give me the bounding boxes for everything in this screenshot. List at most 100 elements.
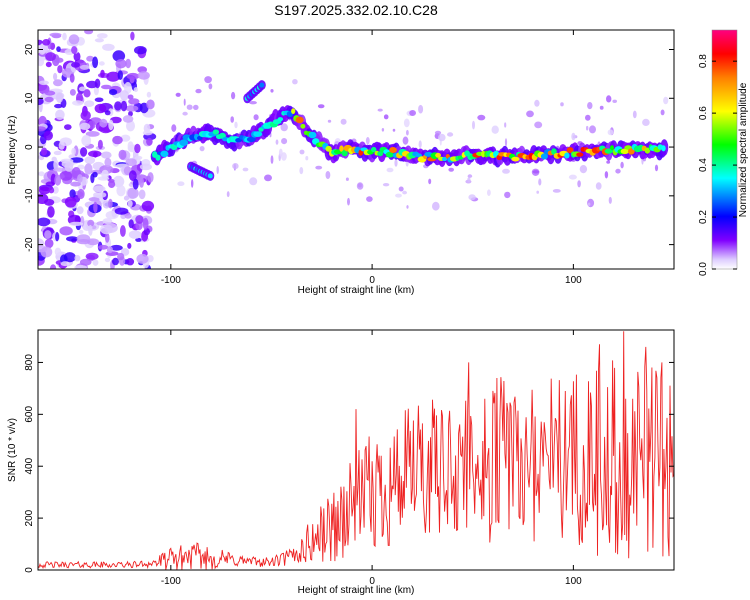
heatmap-cell (477, 114, 486, 121)
heatmap-cell (44, 230, 52, 240)
heatmap-cell (127, 187, 139, 199)
heatmap-cell (59, 226, 73, 236)
heatmap-cell (564, 152, 570, 159)
heatmap-cell (579, 165, 588, 174)
heatmap-cell (79, 258, 92, 266)
heatmap-cell (511, 156, 520, 162)
heatmap-cell (381, 128, 385, 132)
heatmap-cell (59, 137, 72, 146)
heatmap-cell (68, 34, 80, 45)
heatmap-cell (112, 50, 126, 62)
y-tick-label: 800 (24, 354, 35, 371)
heatmap-cell (366, 196, 373, 202)
heatmap-cell (92, 56, 99, 69)
heatmap-cell (467, 177, 471, 183)
heatmap-cell (110, 244, 123, 251)
heatmap-cell (325, 171, 331, 179)
heatmap-cell (71, 46, 78, 55)
heatmap-cell (128, 230, 142, 239)
heatmap-cell (264, 174, 272, 182)
heatmap-cell (146, 91, 152, 98)
heatmap-cell (57, 65, 63, 74)
heatmap-cell (395, 193, 402, 198)
heatmap-cell (576, 152, 584, 157)
heatmap-cell (38, 97, 44, 106)
heatmap-cell (125, 58, 131, 69)
heatmap-cell (81, 135, 92, 147)
heatmap-cell (526, 110, 534, 118)
heatmap-cell (118, 149, 127, 160)
heatmap-cell (587, 198, 595, 208)
heatmap-cell (141, 200, 155, 212)
heatmap-cell (135, 237, 142, 242)
heatmap-cell (97, 139, 103, 150)
heatmap-cell (277, 117, 284, 122)
heatmap-cell (230, 116, 234, 123)
heatmap-cell (120, 225, 126, 237)
heatmap-cell (53, 57, 64, 63)
heatmap-cell (104, 223, 118, 233)
heatmap-cell (102, 218, 113, 225)
snr-xlabel: Height of straight line (km) (298, 585, 415, 596)
heatmap-cell (280, 123, 288, 132)
heatmap-cell (53, 79, 63, 87)
heatmap-cell (92, 171, 98, 178)
heatmap-cell (73, 51, 81, 62)
heatmap-cell (438, 133, 446, 142)
heatmap-cell (86, 55, 94, 62)
heatmap-cell (79, 64, 90, 70)
heatmap-cell (428, 178, 432, 185)
heatmap-cell (175, 92, 181, 97)
heatmap-cell (308, 131, 317, 139)
snr-ylabel: SNR (10 * v/v) (7, 418, 18, 482)
heatmap-cell (38, 80, 49, 86)
heatmap-cell (49, 32, 62, 37)
colorbar-tick-label: 0.6 (698, 106, 709, 120)
heatmap-cell (80, 110, 91, 121)
heatmap-cell (292, 79, 298, 85)
heatmap-cell (195, 88, 202, 94)
heatmap-cell (77, 188, 85, 200)
heatmap-cell (135, 215, 144, 224)
heatmap-cell (467, 174, 473, 178)
heatmap-cell (127, 94, 134, 100)
heatmap-cell (80, 147, 88, 157)
heatmap-cell (71, 147, 76, 156)
heatmap-cell (76, 206, 84, 215)
figure-title: S197.2025.332.02.10.C28 (274, 2, 438, 18)
heatmap-cell (53, 72, 58, 81)
heatmap-cell (177, 181, 185, 186)
heatmap-cell (226, 191, 230, 198)
heatmap-cell (504, 191, 511, 199)
heatmap-cell (104, 232, 110, 243)
heatmap-cell (53, 150, 62, 156)
heatmap-cell (71, 62, 80, 68)
heatmap-cell (77, 174, 83, 184)
heatmap-cell (38, 217, 51, 227)
heatmap-cell (108, 178, 115, 183)
heatmap-cell (55, 92, 64, 103)
heatmap-cell (143, 227, 150, 236)
colorbar-tick-label: 0.8 (698, 54, 709, 68)
heatmap-cell (136, 253, 149, 264)
heatmap-cell (88, 224, 93, 236)
heatmap-cell (234, 121, 238, 129)
heatmap-cell (232, 163, 239, 170)
heatmap-cell (120, 100, 128, 112)
heatmap-cell (199, 146, 205, 152)
heatmap-cell (43, 198, 55, 206)
heatmap-cell (64, 124, 72, 130)
heatmap-cell (207, 173, 213, 179)
heatmap-cell (125, 105, 139, 112)
heatmap-cell (45, 52, 56, 62)
heatmap-cell (610, 145, 614, 151)
heatmap-cell (123, 195, 130, 201)
heatmap-cell (54, 174, 62, 186)
heatmap-cell (606, 160, 611, 164)
heatmap-cell (59, 171, 73, 181)
heatmap-cell (242, 167, 249, 172)
heatmap-cell (42, 39, 51, 46)
heatmap-cell (182, 111, 188, 116)
heatmap-cell (532, 170, 540, 174)
